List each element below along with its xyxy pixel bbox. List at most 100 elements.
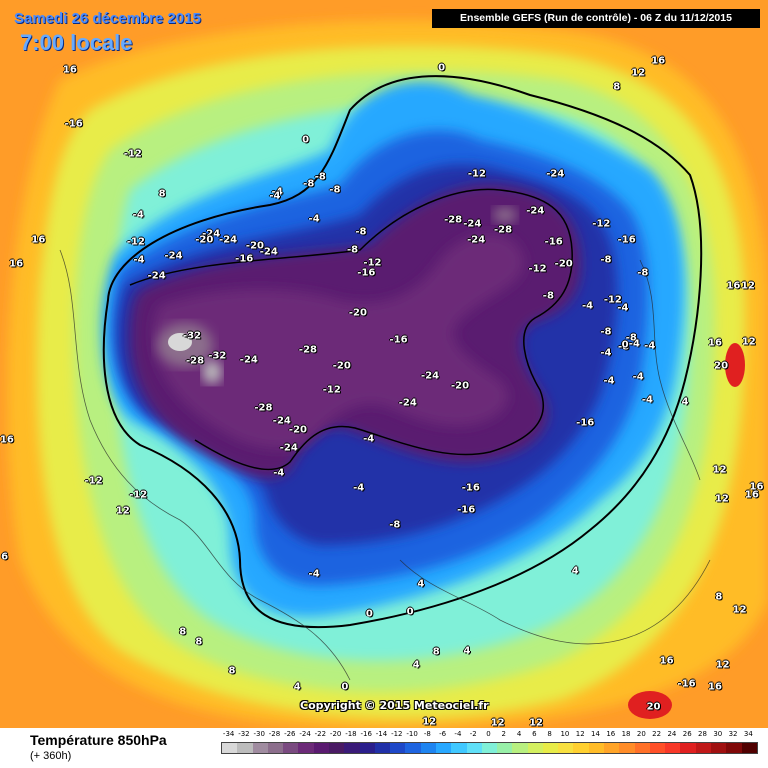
- legend-tick-label: 28: [698, 730, 707, 738]
- temperature-label: 4: [293, 681, 301, 693]
- legend-swatch: [726, 743, 742, 753]
- temperature-label: 12: [732, 604, 747, 616]
- legend-swatch: [512, 743, 528, 753]
- legend-tick-label: 16: [606, 730, 616, 738]
- contour-0c: [102, 75, 703, 629]
- contour-lines: [102, 75, 703, 629]
- legend-ticks: -34 -32 -30 -28 -26 -24 -22 -20 -18 -16 -14 -12 -10-…: [221, 730, 756, 742]
- temperature-label: -24: [239, 354, 258, 366]
- temperature-label: -24: [467, 234, 486, 246]
- temperature-label: -32: [208, 350, 227, 362]
- temperature-label: 6: [1, 551, 9, 563]
- legend-tick-label: 10: [560, 730, 570, 738]
- legend-tick-label: -32: [238, 730, 250, 738]
- contour-minus-20c: [129, 188, 573, 471]
- temperature-label: -8: [618, 341, 630, 353]
- temperature-label: 16: [744, 489, 759, 501]
- legend-tick-label: 2: [501, 730, 507, 738]
- legend-tick-label: -28: [268, 730, 281, 738]
- temperature-label: -12: [123, 148, 142, 160]
- temperature-label: -24: [421, 370, 440, 382]
- copyright: Copyright © 2015 Meteociel.fr: [300, 699, 489, 712]
- warm-pocket-east: [725, 343, 745, 387]
- temperature-label: -24: [279, 442, 298, 454]
- temperature-label: -12: [322, 384, 341, 396]
- legend-swatch: [558, 743, 574, 753]
- warm-pocket-south: [628, 691, 672, 719]
- temperature-label: -16: [389, 334, 408, 346]
- legend-tick-label: 30: [713, 730, 723, 738]
- legend-colorbar: [221, 742, 758, 754]
- temperature-label: 12: [631, 67, 646, 79]
- temperature-label: 12: [741, 280, 755, 292]
- date-line: Samedi 26 décembre 2015: [14, 10, 201, 27]
- temperature-label: -12: [528, 263, 547, 275]
- legend-tick-label: 12: [575, 730, 585, 738]
- temperature-label: 8: [613, 81, 621, 93]
- temperature-label: -24: [526, 205, 545, 217]
- temperature-label: 4: [417, 578, 425, 590]
- legend-swatch: [328, 743, 345, 753]
- temperature-label: 16: [708, 337, 722, 349]
- temperature-label: -16: [64, 118, 83, 130]
- temperature-label: -4: [269, 190, 281, 202]
- temperature-label: 12: [741, 336, 756, 348]
- legend-tick-label: 18: [621, 730, 631, 738]
- legend-swatch: [711, 743, 727, 753]
- temperature-label: 8: [179, 626, 187, 638]
- temperature-label: -8: [314, 171, 326, 183]
- temperature-label: 8: [228, 665, 236, 677]
- temperature-label: 20: [714, 360, 729, 372]
- temperature-label: 4: [571, 565, 579, 577]
- legend-swatch: [573, 743, 589, 753]
- temperature-label: -20: [245, 240, 265, 252]
- run-info-box: Ensemble GEFS (Run de contrôle) - 06 Z d…: [432, 9, 760, 28]
- legend-tick-label: -14: [375, 730, 388, 738]
- legend-swatch: [619, 743, 635, 753]
- temperature-label: 4: [463, 645, 471, 657]
- legend-tick-label: -34: [222, 730, 235, 738]
- legend-swatch: [252, 743, 268, 753]
- legend-swatch: [313, 743, 329, 753]
- legend-swatch: [283, 743, 299, 753]
- legend-tick-label: 24: [667, 730, 677, 738]
- temperature-label: -12: [126, 236, 145, 248]
- temperature-label: 8: [432, 646, 440, 658]
- temperature-label: 0: [302, 134, 310, 146]
- temperature-label: -20: [554, 258, 573, 270]
- legend-tick-label: -16: [360, 730, 372, 738]
- legend-tick-label: 0: [486, 730, 491, 738]
- temperature-label: -8: [389, 519, 401, 531]
- temperature-label: -4: [273, 467, 285, 479]
- legend-tick-label: 26: [682, 730, 692, 738]
- pocket-minus-32c: [202, 360, 222, 384]
- temperature-map: 0 12 16 8 16 -16 -12 0 8 -4 -4 -8 -8 -8 -12 -24 -4 -4 -28-…: [0, 0, 768, 728]
- temperature-label: 0: [621, 339, 629, 351]
- legend-tick-label: -18: [345, 730, 357, 738]
- legend-tick-label: -10: [406, 730, 418, 738]
- temperature-label: 16: [62, 64, 77, 76]
- temperature-label: 8: [715, 591, 723, 603]
- temperature-label: -4: [617, 302, 629, 314]
- temperature-label: -16: [544, 236, 563, 248]
- temperature-label: -32: [182, 330, 202, 342]
- temperature-label: -28: [493, 224, 513, 236]
- temperature-label: -16: [461, 482, 480, 494]
- legend-tick-label: -20: [329, 730, 342, 738]
- temperature-label: 16: [726, 280, 741, 292]
- legend-tick-label: -26: [284, 730, 296, 738]
- legend-swatch: [665, 743, 681, 753]
- temperature-label: 16: [708, 681, 722, 693]
- pocket-minus-28c: [493, 207, 517, 223]
- legend-tick-label: 20: [636, 730, 646, 738]
- temperature-label: 0: [406, 606, 414, 618]
- temperature-label: -16: [457, 504, 476, 516]
- map-canvas: [0, 0, 768, 728]
- temperature-label: -16: [357, 267, 376, 279]
- legend-swatch: [390, 743, 406, 753]
- temperature-label: -28: [186, 355, 205, 367]
- temperature-label: -24: [463, 218, 482, 230]
- temperature-label: 12: [715, 659, 730, 671]
- legend-swatch: [497, 743, 513, 753]
- lead-time: (+ 360h): [30, 750, 72, 762]
